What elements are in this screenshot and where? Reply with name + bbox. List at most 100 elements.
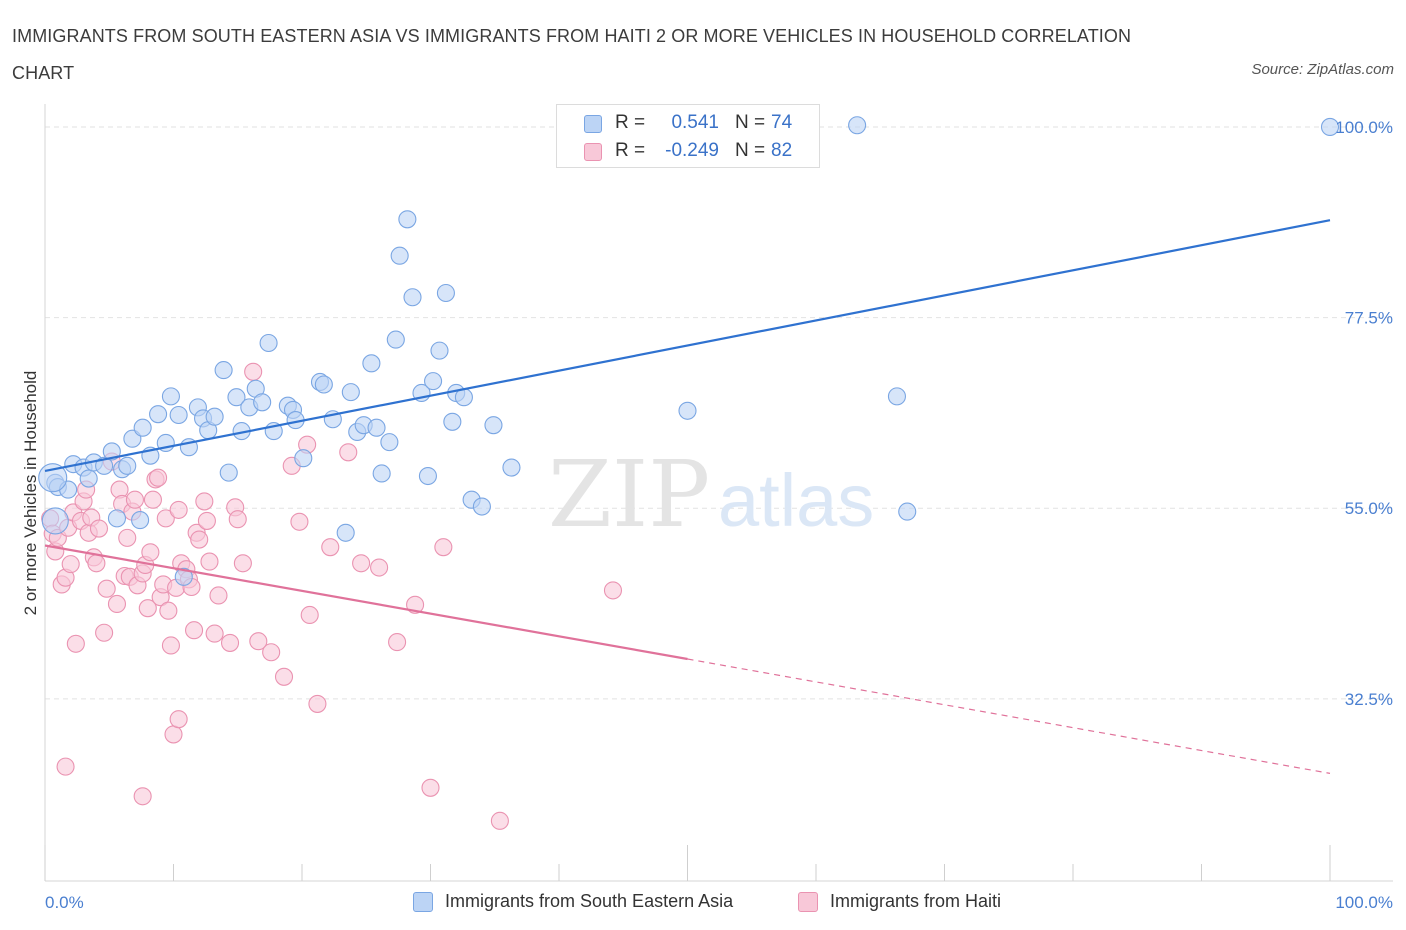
data-point-haiti [169,500,188,519]
data-point-haiti [61,555,80,574]
data-point-haiti [244,362,263,381]
data-point-haiti [220,633,240,652]
x-tick-label: 100.0% [1335,893,1393,912]
data-point-sea [430,341,449,360]
data-point-haiti [352,554,371,573]
data-point-haiti [89,519,109,538]
data-point-haiti [603,581,623,600]
data-point-haiti [118,528,137,547]
data-point-haiti [95,623,114,642]
n-label: N = [735,140,766,161]
y-axis-label: 2 or more Vehicles in Household [21,371,40,616]
data-point-sea [1320,117,1340,136]
data-point-sea [678,401,697,420]
data-point-sea [443,412,462,431]
data-point-haiti [249,632,268,651]
legend-swatch-haiti [798,892,818,912]
data-point-haiti [125,490,144,509]
data-point-haiti [141,543,160,562]
data-point-haiti [197,511,216,530]
r-value: -0.249 [665,140,719,161]
y-tick-label: 77.5% [1345,309,1393,328]
data-point-sea [131,511,150,530]
data-point-sea [107,509,127,528]
x-tick-labels: 0.0% 100.0% [45,893,1393,912]
n-value: 74 [771,112,793,133]
data-point-haiti [190,530,209,549]
watermark-zip: ZIP [548,441,710,548]
data-point-haiti [159,601,178,620]
r-label: R = [615,140,646,161]
data-point-sea [403,288,422,307]
stats-legend: R = 0.541 N = 74 R = -0.249 N = 82 [556,104,820,168]
series-sea-points [38,116,1340,586]
data-point-haiti [490,811,509,830]
data-point-sea [214,361,233,380]
data-point-haiti [66,634,85,653]
data-point-haiti [200,552,219,571]
data-point-sea [380,433,399,452]
data-point-haiti [97,579,116,598]
data-point-sea [341,383,360,402]
chart-title: IMMIGRANTS FROM SOUTH EASTERN ASIA VS IM… [12,26,1132,83]
y-tick-labels: 32.5% 55.0% 77.5% 100.0% [1335,118,1393,709]
data-point-sea [372,464,391,483]
n-value: 82 [771,140,793,161]
data-point-sea [398,210,417,229]
data-point-sea [294,449,313,468]
data-point-sea [472,497,491,516]
data-point-sea [79,469,98,488]
data-point-haiti [156,509,175,528]
data-point-sea [848,116,867,135]
data-point-sea [418,466,437,486]
data-point-sea [253,393,272,412]
data-point-haiti [370,558,389,577]
data-point-haiti [308,694,327,713]
trend-line-haiti [44,544,688,661]
data-point-sea [314,375,333,394]
data-point-haiti [388,633,407,652]
data-point-haiti [138,599,157,618]
data-point-sea [118,456,137,475]
data-point-haiti [185,621,204,640]
data-point-haiti [434,538,453,557]
legend-swatch-sea [413,892,433,912]
r-value: 0.541 [671,112,719,133]
watermark: ZIP atlas [548,441,874,548]
legend-label-sea: Immigrants from South Eastern Asia [445,891,734,911]
data-point-sea [259,333,278,353]
data-point-sea [205,407,224,426]
data-point-sea [227,388,246,407]
data-point-haiti [107,594,127,613]
y-tick-label: 55.0% [1345,499,1393,518]
data-point-sea [169,405,188,425]
n-label: N = [735,112,766,133]
series-haiti-points [41,362,623,830]
data-point-haiti [339,443,358,462]
data-point-haiti [205,624,224,643]
trend-line-haiti-projected [687,658,1331,774]
data-point-haiti [161,636,180,655]
legend-label-haiti: Immigrants from Haiti [830,891,1002,911]
data-point-sea [390,246,409,265]
data-point-sea [898,502,917,521]
data-point-sea [174,567,193,586]
data-point-haiti [209,586,228,605]
data-point-sea [123,429,142,448]
data-point-sea [219,463,238,482]
data-point-haiti [300,605,319,625]
data-point-sea [362,354,381,373]
data-point-haiti [169,710,188,729]
data-point-haiti [87,554,106,573]
series-legend: Immigrants from South Eastern Asia Immig… [0,888,1406,916]
data-point-sea [436,283,455,303]
data-point-sea [424,372,443,391]
data-point-haiti [143,490,162,509]
swatch-haiti [584,143,602,161]
data-point-haiti [149,468,168,487]
chart-source: Source: ZipAtlas.com [1251,61,1394,78]
swatch-sea [584,115,602,133]
axes [44,104,1393,882]
data-point-haiti [274,667,294,686]
